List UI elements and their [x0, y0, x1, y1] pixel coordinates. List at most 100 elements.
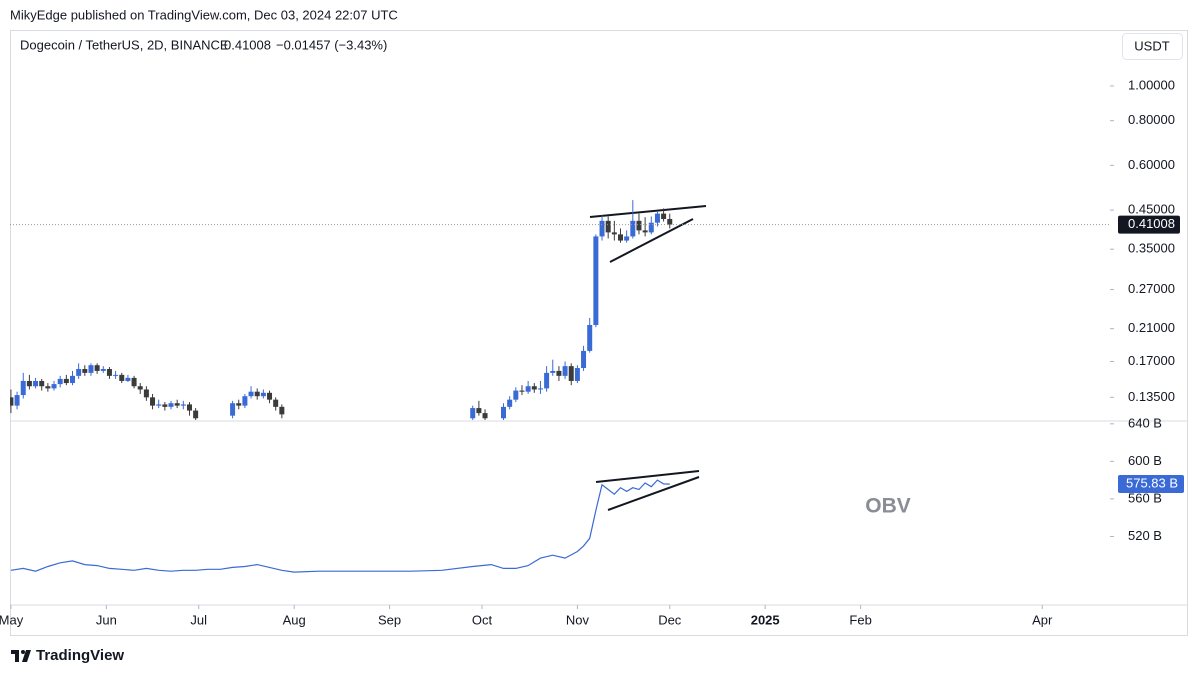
price-change: −0.01457 (−3.43%)	[276, 37, 387, 52]
last-price-badge	[1118, 215, 1180, 234]
logo-part	[15, 650, 19, 662]
candle-body	[501, 406, 507, 419]
candle-body	[642, 230, 648, 233]
candle-body	[568, 366, 574, 381]
candle-body	[273, 399, 279, 407]
candle-body	[26, 380, 32, 387]
brand-name: TradingView	[36, 647, 124, 664]
candle-body	[531, 386, 537, 390]
trend-line	[607, 476, 700, 511]
candle-body	[470, 408, 476, 419]
last-price-label: 0.41008	[1128, 216, 1175, 231]
candle-body	[174, 403, 180, 406]
y-tick-label: 0.17000	[1128, 353, 1175, 368]
candle-body	[100, 368, 106, 371]
obv-badge	[1118, 475, 1184, 494]
candle-body	[143, 389, 149, 398]
candle-body	[624, 236, 630, 241]
candle-body	[476, 408, 482, 414]
candle-body	[242, 396, 248, 406]
x-tick-label: Nov	[566, 612, 590, 627]
candle-body	[279, 406, 285, 415]
x-tick-label: May	[0, 612, 24, 627]
y-tick-label: 0.35000	[1128, 241, 1175, 256]
brand: TradingView	[11, 647, 124, 664]
x-tick-label: Aug	[283, 612, 306, 627]
candle-body	[648, 222, 654, 233]
candle-body	[630, 220, 636, 237]
x-tick-label: Jul	[190, 612, 207, 627]
candle-body	[186, 404, 192, 411]
candle-body	[599, 220, 605, 237]
candle-body	[137, 386, 143, 390]
x-tick-label: Feb	[849, 612, 871, 627]
candle-body	[605, 220, 611, 233]
candle-body	[119, 374, 125, 381]
candle-body	[267, 392, 273, 400]
obv-line	[10, 479, 670, 573]
candle-body	[230, 403, 236, 416]
x-tick-label: 2025	[751, 612, 780, 627]
y-tick-label: 600 B	[1128, 453, 1162, 468]
candle-body	[57, 378, 63, 385]
candle-body	[33, 380, 39, 387]
x-tick-label: Dec	[658, 612, 682, 627]
y-tick-label: 0.60000	[1128, 157, 1175, 172]
candle-body	[156, 404, 162, 406]
logo-part	[22, 650, 31, 662]
candle-body	[193, 410, 199, 419]
candle-body	[131, 377, 137, 387]
candle-body	[667, 219, 673, 225]
candle-body	[587, 324, 593, 351]
candle-body	[150, 397, 156, 406]
candle-body	[550, 370, 556, 373]
candle-body	[513, 390, 519, 400]
y-tick-label: 560 B	[1128, 490, 1162, 505]
candle-body	[45, 386, 51, 389]
candle-body	[113, 374, 119, 376]
trend-line	[609, 218, 694, 263]
candle-body	[525, 386, 531, 392]
y-tick-label: 520 B	[1128, 528, 1162, 543]
candle-body	[180, 404, 186, 406]
currency-button[interactable]	[1122, 33, 1183, 60]
candle-body	[10, 397, 14, 406]
currency[interactable]: USDT	[1134, 38, 1169, 53]
last-price: 0.41008	[224, 37, 271, 52]
candle-body	[636, 220, 642, 231]
trend-line	[589, 205, 707, 218]
x-tick-label: Apr	[1032, 612, 1053, 627]
candle-body	[611, 232, 617, 235]
candle-body	[507, 399, 513, 407]
candle-body	[260, 392, 266, 397]
candle-body	[236, 403, 242, 406]
indicator-title: OBV	[865, 495, 911, 518]
chart-frame	[10, 30, 1188, 636]
y-tick-label: 640 B	[1128, 415, 1162, 430]
x-tick-label: Oct	[472, 612, 493, 627]
obv-last-label: 575.83 B	[1126, 475, 1178, 490]
candle-body	[82, 368, 88, 373]
candles	[10, 200, 673, 420]
candle-body	[654, 213, 660, 223]
candle-body	[482, 413, 488, 419]
symbol-title: Dogecoin / TetherUS, 2D, BINANCE	[20, 37, 229, 52]
candle-body	[94, 365, 100, 371]
candle-body	[88, 365, 94, 373]
candle-body	[125, 377, 131, 381]
y-tick-label: 0.27000	[1128, 281, 1175, 296]
candle-body	[248, 391, 254, 397]
y-tick-label: 1.00000	[1128, 77, 1175, 92]
candle-body	[519, 390, 525, 392]
candle-body	[162, 404, 168, 407]
candle-body	[254, 391, 260, 397]
candle-body	[76, 368, 82, 376]
candle-body	[593, 236, 599, 325]
candle-body	[661, 213, 667, 220]
y-tick-label: 0.21000	[1128, 320, 1175, 335]
candle-body	[556, 370, 562, 376]
logo-part	[21, 650, 25, 654]
candle-body	[617, 234, 623, 241]
